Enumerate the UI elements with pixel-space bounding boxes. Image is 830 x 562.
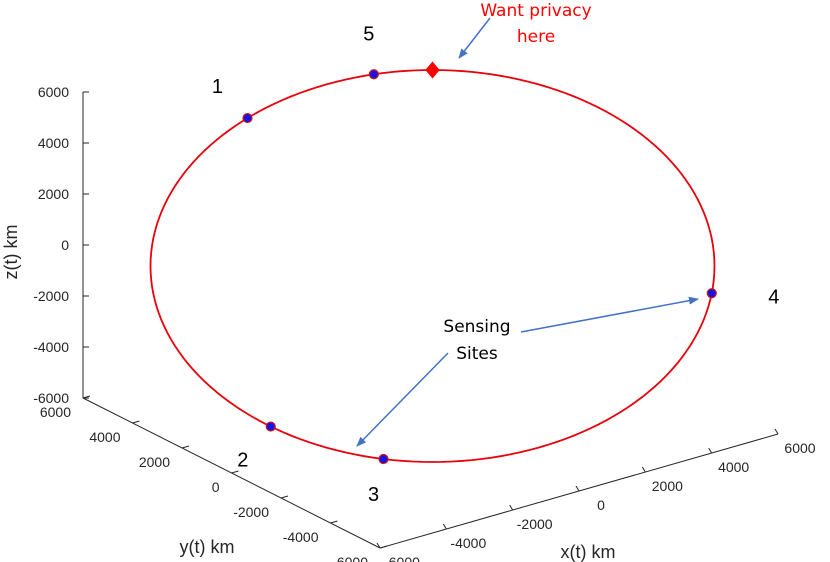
x-axis-label: x(t) km (561, 542, 616, 562)
z-tick-label: 4000 (38, 135, 69, 151)
privacy-annotation-line-2: here (517, 27, 555, 47)
x-tick-mark (376, 542, 381, 549)
orbit-line (149, 69, 716, 463)
y-tick-label: 6000 (40, 404, 71, 420)
sensing-site-marker (242, 112, 253, 124)
y-tick-mark (280, 495, 289, 499)
tick-labels: -6000-4000-20000200040006000-6000-4000-2… (33, 84, 816, 562)
sensing-annotation-line-2: Sites (456, 344, 498, 364)
site-label-5: 5 (363, 23, 374, 45)
sensing-arrow-to-site-3 (356, 352, 449, 447)
z-tick-label: -6000 (33, 390, 69, 406)
y-tick-mark (132, 420, 140, 424)
site-label-3: 3 (368, 484, 379, 506)
sensing-arrow-to-site-4 (520, 296, 699, 333)
y-tick-label: -6000 (332, 554, 368, 562)
z-tick-label: 6000 (38, 84, 69, 100)
sensing-annotation-line-1: Sensing (443, 317, 510, 337)
site-label-1: 1 (212, 76, 223, 98)
y-tick-mark (231, 470, 239, 474)
privacy-point-marker (425, 61, 440, 79)
sensing-site-marker (265, 421, 276, 432)
y-tick-mark (181, 445, 190, 449)
x-tick-label: -2000 (517, 516, 553, 532)
privacy-arrow (458, 17, 491, 59)
sensing-site-marker (378, 453, 389, 465)
y-tick-label: -4000 (283, 529, 319, 545)
y-tick-mark (330, 520, 338, 524)
z-axis-label: z(t) km (1, 225, 21, 280)
x-tick-mark (708, 447, 713, 454)
site-labels: 1 5 4 3 2 (212, 23, 779, 506)
z-tick-label: -2000 (33, 288, 69, 304)
x-tick-label: 2000 (652, 478, 683, 494)
y-tick-mark (82, 395, 91, 399)
y-tick-label: 4000 (89, 429, 120, 445)
sensing-site-marker (368, 69, 379, 80)
privacy-annotation-line-1: Want privacy (480, 1, 591, 21)
site-label-2: 2 (237, 450, 248, 472)
y-tick-label: 2000 (139, 454, 170, 470)
x-tick-label: -4000 (450, 535, 486, 551)
x-tick-label: 6000 (784, 440, 815, 456)
sensing-site-markers (242, 69, 717, 465)
y-tick-label: 0 (212, 479, 220, 495)
x-tick-label: 4000 (718, 459, 749, 475)
x-tick-mark (641, 466, 646, 473)
x-tick-mark (442, 523, 447, 530)
x-tick-label: 0 (597, 497, 605, 513)
site-label-4: 4 (768, 286, 779, 308)
tick-marks (82, 91, 779, 549)
x-tick-mark (509, 504, 514, 511)
z-tick-label: -4000 (33, 339, 69, 355)
y-axis-label: y(t) km (180, 537, 235, 557)
x-tick-mark (774, 428, 779, 435)
z-tick-label: 2000 (38, 186, 69, 202)
sensing-site-marker (706, 288, 717, 299)
x-tick-mark (575, 485, 580, 492)
y-tick-mark (379, 545, 388, 549)
y-tick-label: -2000 (233, 504, 269, 520)
x-tick-label: -6000 (384, 554, 420, 562)
z-tick-label: 0 (61, 237, 69, 253)
